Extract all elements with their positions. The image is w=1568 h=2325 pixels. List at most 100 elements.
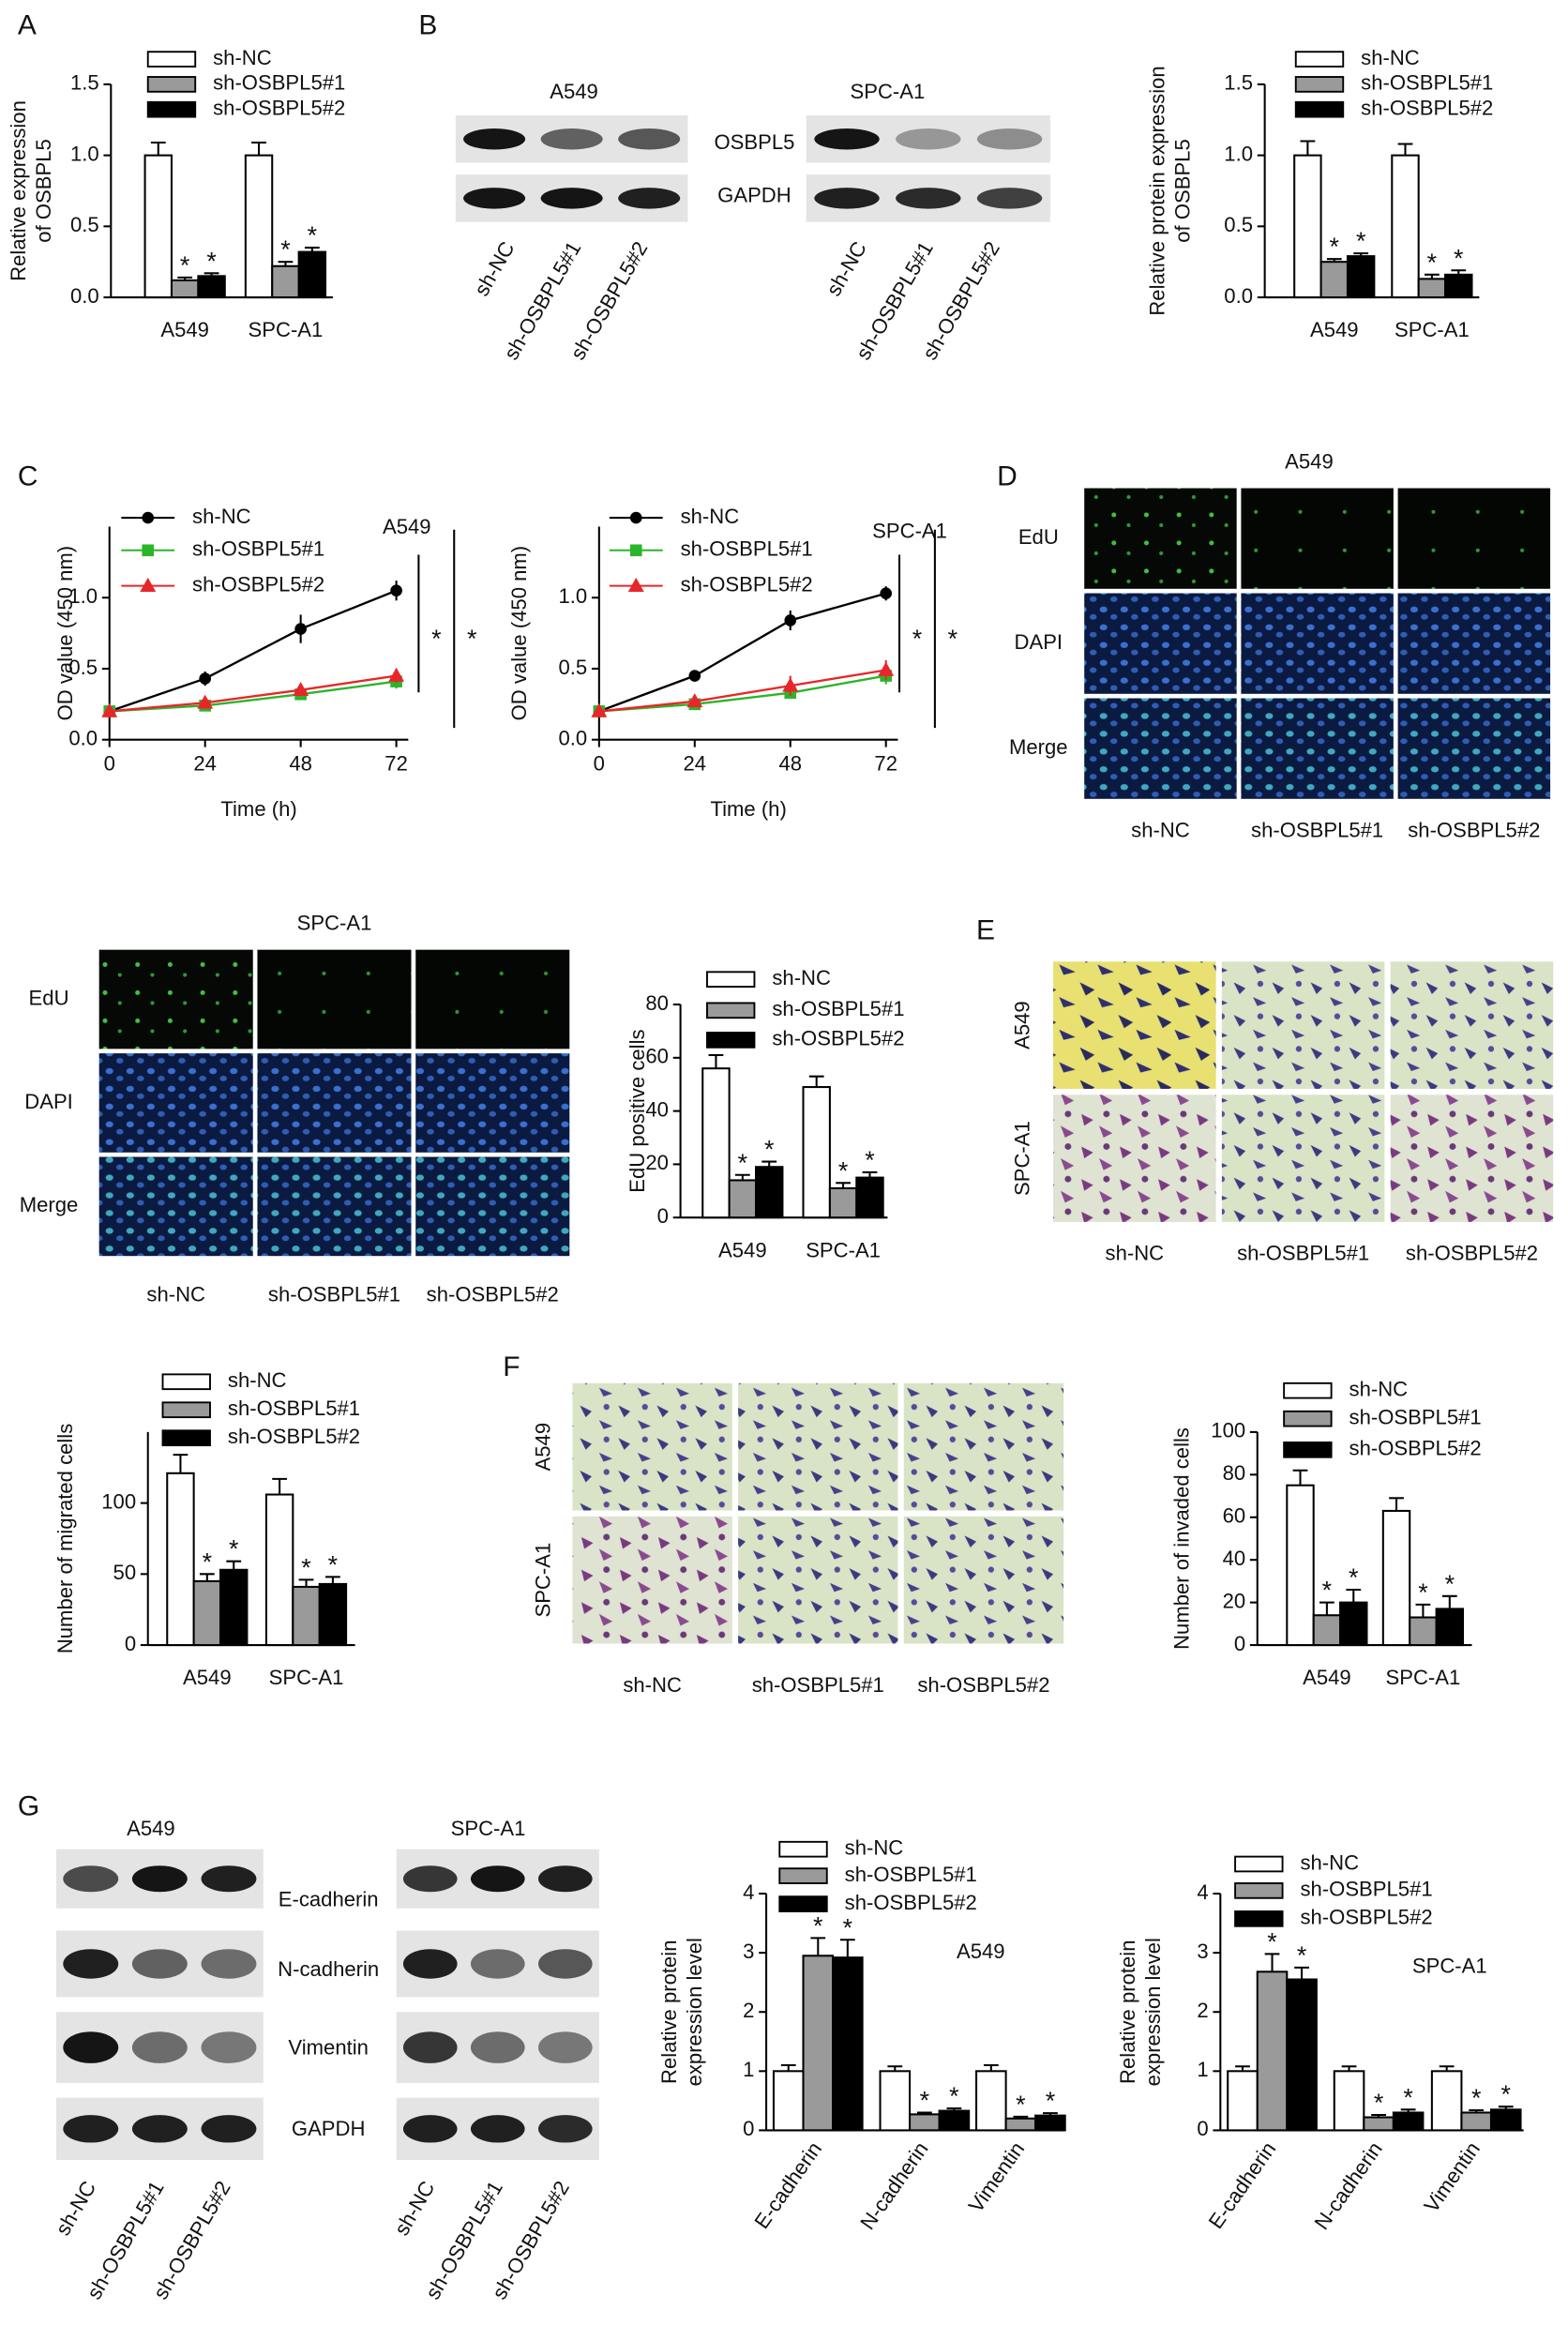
marker xyxy=(688,670,701,682)
micrograph xyxy=(1241,593,1394,694)
y-tick-label: 2 xyxy=(1197,1999,1208,2022)
significance-mark: * xyxy=(1349,1563,1359,1592)
blot-band xyxy=(402,1865,458,1893)
marker xyxy=(388,667,405,682)
y-tick-label: 0 xyxy=(125,1632,136,1655)
y-tick-label: 0 xyxy=(743,2117,754,2140)
legend-swatch xyxy=(1234,1910,1284,1927)
bar xyxy=(728,1179,758,1219)
bar xyxy=(1435,1608,1465,1647)
marker xyxy=(784,614,797,627)
row-label: Merge xyxy=(1009,735,1068,759)
series-line xyxy=(109,674,397,713)
x-tick-label: SPC-A1 xyxy=(249,318,324,341)
y-tick-label: 0.5 xyxy=(70,213,99,236)
blot-band xyxy=(131,2031,188,2063)
bar xyxy=(1034,2114,1066,2132)
bar xyxy=(1293,154,1322,299)
legend-label: sh-OSBPL5#2 xyxy=(1349,1437,1482,1460)
legend-label: sh-OSBPL5#2 xyxy=(1361,97,1493,120)
legend-label: sh-NC xyxy=(772,966,831,989)
lane-label: sh-NC xyxy=(51,2177,100,2240)
legend-marker xyxy=(627,577,644,592)
x-tick-label: 24 xyxy=(684,751,707,775)
bar xyxy=(197,275,226,299)
bar xyxy=(1489,2108,1522,2132)
legend-label: sh-NC xyxy=(213,46,272,69)
column-label: sh-OSBPL5#1 xyxy=(1237,1241,1369,1264)
legend-label: sh-NC xyxy=(1349,1378,1409,1401)
bar xyxy=(1256,1970,1289,2132)
micrograph xyxy=(1084,488,1237,589)
protein-label: GAPDH xyxy=(292,2117,366,2140)
y-tick-label: 60 xyxy=(645,1045,669,1068)
marker xyxy=(878,661,895,676)
significance-mark: * xyxy=(838,1156,849,1185)
x-tick-label: Vimentin xyxy=(1420,2137,1485,2216)
bar xyxy=(828,1186,858,1219)
column-label: sh-OSBPL5#2 xyxy=(1406,1241,1538,1264)
y-tick-label: 100 xyxy=(101,1489,136,1513)
legend-swatch xyxy=(778,1895,828,1912)
micrograph xyxy=(1397,488,1551,589)
row-label: SPC-A1 xyxy=(1010,1121,1033,1196)
x-tick-label: SPC-A1 xyxy=(1386,1666,1461,1689)
bar xyxy=(1430,2070,1463,2132)
blot-band xyxy=(976,128,1043,150)
legend-swatch xyxy=(778,1867,828,1884)
protein-label: OSBPL5 xyxy=(714,130,794,154)
bar xyxy=(1333,2070,1365,2132)
series-line xyxy=(109,680,397,713)
column-label: sh-OSBPL5#2 xyxy=(917,1673,1049,1697)
micrograph xyxy=(1241,698,1394,799)
y-axis-label: of OSBPL5 xyxy=(32,139,55,242)
legend-swatch xyxy=(1283,1441,1333,1458)
y-tick-label: 20 xyxy=(645,1151,669,1174)
legend-label: sh-OSBPL5#1 xyxy=(228,1397,360,1420)
bar xyxy=(1391,154,1420,299)
micrograph xyxy=(1053,961,1216,1089)
x-axis-label: Time (h) xyxy=(220,797,296,821)
bar xyxy=(1346,255,1376,299)
x-tick-label: E-cadherin xyxy=(749,2137,826,2233)
legend-swatch xyxy=(1294,76,1345,93)
blot-title: SPC-A1 xyxy=(851,80,926,103)
bar xyxy=(755,1166,784,1219)
y-axis-label: OD value (450 nm) xyxy=(507,546,531,721)
column-label: sh-NC xyxy=(1131,818,1190,841)
blot-band xyxy=(540,128,603,150)
y-axis-label: OD value (450 nm) xyxy=(53,546,77,721)
row-label: EdU xyxy=(29,986,69,1009)
legend-label: sh-OSBPL5#2 xyxy=(213,97,345,120)
significance-mark: * xyxy=(203,1547,213,1576)
legend-label: sh-OSBPL5#1 xyxy=(772,997,904,1020)
bar xyxy=(219,1568,249,1647)
legend-label: sh-OSBPL5#2 xyxy=(845,1891,977,1914)
y-tick-label: 0.0 xyxy=(68,727,98,750)
micrograph xyxy=(415,1053,570,1153)
significance-mark: * xyxy=(1403,2083,1413,2111)
bar xyxy=(855,1176,884,1219)
bar xyxy=(271,264,300,299)
blot-band xyxy=(402,1949,458,1979)
micrograph xyxy=(572,1516,732,1644)
series-line xyxy=(598,669,886,713)
x-tick-label: 0 xyxy=(594,751,605,775)
significance-mark: * xyxy=(431,625,442,653)
micrograph xyxy=(1397,698,1551,799)
legend-label: sh-OSBPL5#2 xyxy=(681,572,813,596)
micrograph xyxy=(1221,1095,1385,1222)
column-label: sh-OSBPL5#1 xyxy=(1251,818,1383,841)
bar xyxy=(166,1472,195,1647)
bar xyxy=(701,1067,731,1219)
row-label: A549 xyxy=(1010,1001,1033,1049)
x-tick-label: A549 xyxy=(1310,318,1359,341)
significance-mark: * xyxy=(920,2087,930,2115)
bar xyxy=(1227,2070,1259,2132)
significance-mark: * xyxy=(949,2082,959,2110)
bar xyxy=(170,279,200,299)
blot-band xyxy=(470,1865,525,1893)
legend-label: sh-NC xyxy=(228,1368,287,1392)
x-tick-label: 0 xyxy=(104,751,115,775)
